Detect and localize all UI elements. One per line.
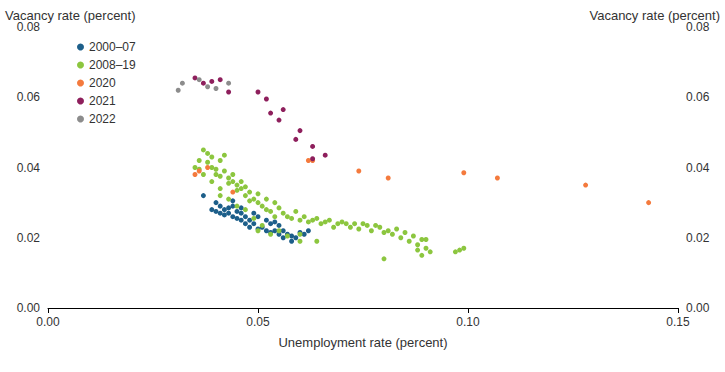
svg-text:Unemployment rate (percent): Unemployment rate (percent) bbox=[278, 335, 447, 350]
svg-text:2008–19: 2008–19 bbox=[89, 58, 136, 72]
svg-text:0.05: 0.05 bbox=[246, 315, 270, 329]
svg-text:0.02: 0.02 bbox=[686, 231, 710, 245]
svg-text:2021: 2021 bbox=[89, 94, 116, 108]
svg-text:Vacancy rate (percent): Vacancy rate (percent) bbox=[589, 8, 720, 23]
svg-text:0.08: 0.08 bbox=[16, 20, 40, 34]
svg-text:0.00: 0.00 bbox=[36, 315, 60, 329]
svg-text:0.04: 0.04 bbox=[686, 161, 710, 175]
svg-text:2000–07: 2000–07 bbox=[89, 40, 136, 54]
svg-text:Vacancy rate (percent): Vacancy rate (percent) bbox=[5, 8, 136, 23]
svg-text:0.06: 0.06 bbox=[17, 90, 41, 104]
svg-text:0.00: 0.00 bbox=[686, 301, 710, 315]
svg-text:0.04: 0.04 bbox=[17, 161, 41, 175]
svg-text:0.10: 0.10 bbox=[456, 315, 480, 329]
svg-text:2020: 2020 bbox=[89, 76, 116, 90]
svg-text:0.08: 0.08 bbox=[686, 20, 710, 34]
svg-text:0.15: 0.15 bbox=[666, 315, 690, 329]
svg-text:2022: 2022 bbox=[89, 112, 116, 126]
svg-text:0.00: 0.00 bbox=[17, 301, 41, 315]
svg-text:0.06: 0.06 bbox=[686, 90, 710, 104]
svg-text:0.02: 0.02 bbox=[17, 231, 41, 245]
